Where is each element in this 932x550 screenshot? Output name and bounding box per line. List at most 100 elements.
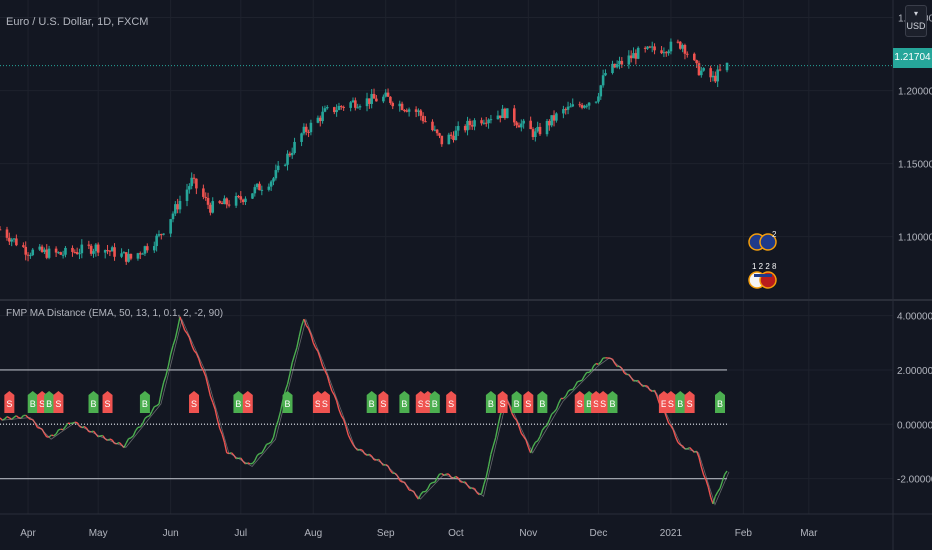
oscillator-segment <box>296 336 300 348</box>
candle-body <box>300 133 303 142</box>
oscillator-segment <box>326 375 331 385</box>
candle-body <box>340 106 343 108</box>
oscillator-segment <box>424 488 429 493</box>
oscillator-segment <box>181 323 186 331</box>
candle-body <box>438 133 441 136</box>
price-tick-label: 1.15000 <box>898 160 932 171</box>
oscillator-segment <box>368 453 373 457</box>
candle-body <box>274 170 278 179</box>
currency-selector-icon: ▾ <box>913 9 918 18</box>
candle-body <box>370 93 373 104</box>
oscillator-segment <box>34 422 39 428</box>
candle-body <box>325 107 329 109</box>
candle-body <box>195 178 198 189</box>
signal-label: B <box>432 399 438 409</box>
oscillator-segment <box>179 316 184 324</box>
oscillator-segment <box>508 405 513 414</box>
candle-body <box>664 52 668 54</box>
event-count-2: 1 2 2 <box>752 262 770 271</box>
oscillator-segment <box>686 446 690 450</box>
candle-body <box>316 117 320 123</box>
candle-body <box>555 113 558 121</box>
oscillator-segment <box>406 485 410 491</box>
candle-body <box>120 253 123 257</box>
candle-body <box>578 104 582 106</box>
oscillator-segment <box>480 484 485 494</box>
oscillator-segment <box>72 421 76 424</box>
signal-marker <box>574 391 585 413</box>
osc-tick-label: 2.00000 <box>897 366 932 377</box>
candle-body <box>92 251 95 254</box>
oscillator-segment <box>537 436 541 442</box>
candle-body <box>548 120 551 126</box>
candle-body <box>43 249 46 252</box>
signal-label: B <box>677 399 683 409</box>
oscillator-segment <box>670 425 674 431</box>
signal-label: S <box>577 399 583 409</box>
oscillator-segment <box>558 398 562 404</box>
oscillator-segment <box>256 453 260 457</box>
oscillator-segment <box>130 435 134 439</box>
oscillator-segment <box>399 479 403 483</box>
oscillator-segment <box>527 446 532 454</box>
oscillator-segment <box>434 477 438 483</box>
candle-body <box>94 244 98 252</box>
oscillator-segment <box>284 383 289 392</box>
candle-body <box>407 109 411 112</box>
oscillator-segment <box>321 365 326 371</box>
oscillator-segment <box>385 463 389 467</box>
candle-body <box>627 55 631 65</box>
oscillator-segment <box>350 439 354 445</box>
candle-body <box>564 109 568 111</box>
candle-body <box>611 63 614 74</box>
oscillator-segment <box>277 411 282 421</box>
oscillator-segment <box>345 426 349 436</box>
currency-button[interactable]: ▾ USD <box>905 5 927 37</box>
candle-body <box>470 125 474 127</box>
signal-label: S <box>425 399 431 409</box>
candle-body <box>711 75 715 78</box>
time-tick-label: Apr <box>20 528 36 539</box>
oscillator-segment <box>118 442 123 446</box>
oscillator-segment <box>312 342 317 349</box>
oscillator-segment <box>317 351 321 359</box>
oscillator-segment <box>553 408 557 413</box>
oscillator-segment <box>506 400 511 407</box>
oscillator-lines <box>0 316 730 506</box>
candle-body <box>276 165 280 171</box>
event-count-1: 2 <box>772 230 777 239</box>
oscillator-segment <box>347 434 352 441</box>
signal-label: B <box>488 399 494 409</box>
candle-body <box>629 55 633 59</box>
osc-tick-label: -2.00000 <box>897 475 932 486</box>
oscillator-segment <box>147 415 150 418</box>
oscillator-segment <box>156 403 160 407</box>
oscillator-segment <box>562 395 567 400</box>
flag-event-icon[interactable] <box>748 230 780 298</box>
candle-body <box>538 126 542 135</box>
oscillator-segment <box>600 357 604 363</box>
oscillator-segment <box>515 420 520 427</box>
candle-body <box>466 120 469 131</box>
candle-body <box>26 254 30 256</box>
oscillator-segment <box>581 375 586 381</box>
oscillator-segment <box>389 470 394 474</box>
signal-label: S <box>418 399 424 409</box>
candle-body <box>283 164 287 166</box>
candle-body <box>349 102 352 108</box>
oscillator-segment <box>58 428 62 431</box>
oscillator-segment <box>305 325 310 330</box>
candle-body <box>583 105 586 108</box>
oscillator-segment <box>62 426 67 431</box>
candle-body <box>185 189 189 201</box>
candle-body <box>660 50 663 54</box>
oscillator-segment <box>207 385 212 397</box>
candle-body <box>431 121 434 131</box>
signal-marker <box>537 391 548 413</box>
signal-marker <box>366 391 377 413</box>
candle-body <box>288 153 292 156</box>
candle-body <box>585 105 589 107</box>
signal-label: S <box>593 399 599 409</box>
candle-body <box>286 153 289 165</box>
